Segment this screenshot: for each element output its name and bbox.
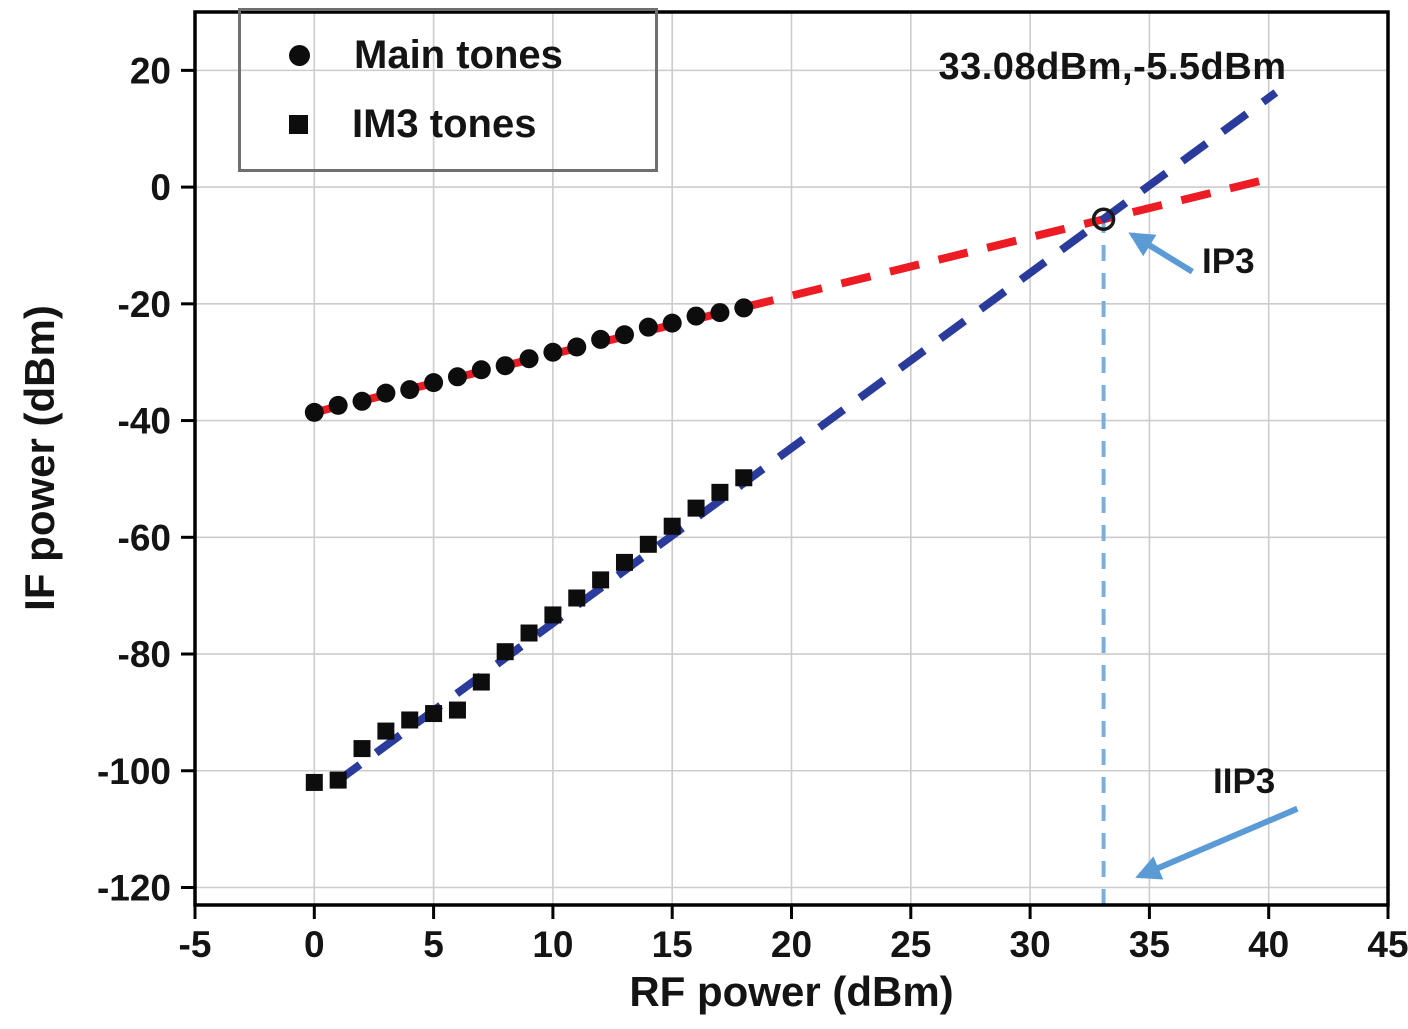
x-tick-label: 35: [1129, 924, 1170, 965]
legend-label-main-tones: Main tones: [354, 33, 563, 77]
x-tick-label: 30: [1010, 924, 1051, 965]
series-square: [305, 469, 753, 791]
y-tick-label: -120: [97, 867, 171, 908]
legend: Main tones IM3 tones: [238, 8, 658, 172]
y-tick-label: 20: [130, 50, 171, 91]
x-axis-title: RF power (dBm): [629, 968, 954, 1015]
x-tick-label: 20: [771, 924, 812, 965]
x-tick-label: 25: [890, 924, 931, 965]
y-tick-label: -60: [118, 517, 171, 558]
y-tick-label: 0: [150, 167, 171, 208]
legend-label-im3-tones: IM3 tones: [352, 102, 537, 146]
y-tick-label: -40: [118, 401, 171, 442]
legend-row-im3-tones: IM3 tones: [289, 102, 655, 147]
x-tick-label: 45: [1367, 924, 1408, 965]
x-tick-label: -5: [179, 924, 212, 965]
im3-tones-fit: [333, 89, 1279, 786]
iip3-label: IIP3: [1213, 762, 1276, 801]
x-tick-label: 0: [304, 924, 325, 965]
series-circle: [304, 298, 754, 422]
y-tick-label: -80: [118, 634, 171, 675]
x-tick-label: 5: [423, 924, 444, 965]
ip3-label: IP3: [1202, 242, 1255, 281]
square-marker-icon: [289, 115, 308, 134]
y-tick-label: -100: [97, 751, 171, 792]
x-tick-label: 40: [1248, 924, 1289, 965]
ip3-arrow: [1128, 232, 1194, 275]
main-tones-fit: [306, 173, 1277, 419]
x-tick-label: 15: [652, 924, 693, 965]
x-tick-label: 10: [532, 924, 573, 965]
legend-row-main-tones: Main tones: [289, 33, 655, 78]
axis-ticks: -5 0 5 10 15 20 25 30 35 40 45 20 0 -20 -40 -60 -80 -100 -…: [97, 50, 1408, 965]
ip3-coordinates-annotation: 33.08dBm,-5.5dBm: [938, 46, 1287, 88]
iip3-arrow: [1135, 805, 1299, 880]
ip3-intersection-marker: [1091, 207, 1116, 231]
y-axis-title: IF power (dBm): [16, 305, 63, 611]
circle-marker-icon: [289, 45, 310, 66]
gridlines: [195, 12, 1388, 905]
y-tick-label: -20: [118, 284, 171, 325]
